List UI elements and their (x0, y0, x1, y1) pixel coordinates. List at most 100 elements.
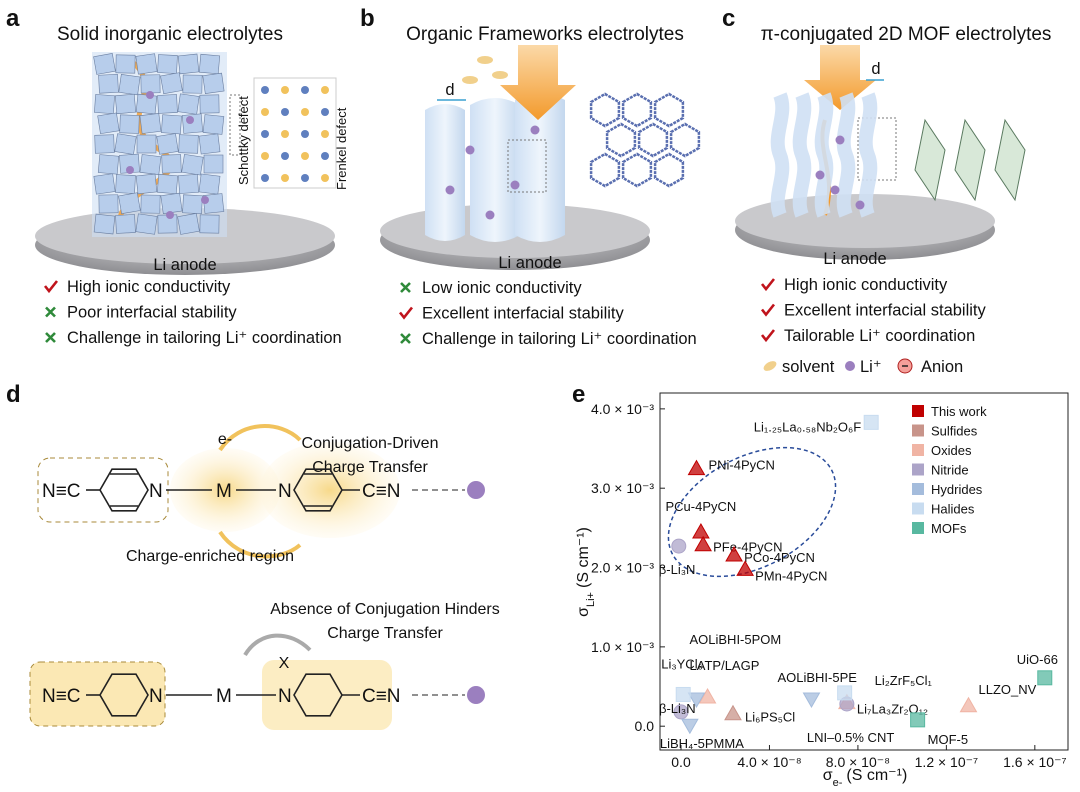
crystal-block (178, 174, 199, 194)
highlight-ellipse (667, 446, 837, 578)
double-bond (110, 473, 138, 507)
ion (166, 211, 174, 219)
ion (815, 170, 825, 180)
lattice-atom (261, 108, 269, 116)
crystal-block (178, 134, 199, 154)
ion (201, 196, 209, 204)
crystal-block (139, 113, 162, 134)
crystal-block (181, 113, 204, 134)
data-point (959, 696, 978, 713)
ion (485, 210, 495, 220)
legend-swatch (912, 502, 924, 515)
crystal-block (199, 94, 220, 114)
crystal-block (202, 114, 225, 135)
framework-pore (637, 122, 669, 158)
y-tick-label: 1.0 × 10⁻³ (591, 639, 654, 655)
x-tick-label: 8.0 × 10⁻⁸ (826, 754, 890, 770)
crystal-block (97, 154, 120, 175)
bullet-text: High ionic conductivity (67, 278, 231, 296)
ion (855, 200, 865, 210)
lattice-atom (301, 130, 309, 138)
ion (146, 91, 154, 99)
crystal-block (98, 194, 119, 214)
crystal-block (135, 53, 158, 75)
lattice-atom (261, 130, 269, 138)
panel-title: Organic Frameworks electrolytes (406, 24, 684, 45)
check-icon (760, 329, 776, 343)
illustration-a (35, 52, 337, 275)
data-point (1037, 670, 1053, 686)
ring (293, 673, 343, 717)
layer (792, 92, 812, 218)
data-point (725, 546, 743, 562)
data-point (680, 718, 699, 735)
solvent (462, 76, 478, 84)
check-icon (398, 306, 414, 320)
crystal-block (118, 192, 141, 215)
cross-icon (45, 306, 56, 318)
crystal-block (94, 134, 115, 154)
legend-swatch (912, 424, 924, 437)
legend-swatch (912, 483, 924, 495)
illustration-b (380, 45, 701, 270)
point-label: PCu-4PyCN (666, 499, 737, 514)
crystal-block (97, 112, 120, 135)
axis-subscript: Li+ (585, 592, 597, 607)
crystal-block (203, 154, 224, 174)
framework-pore (605, 122, 637, 158)
atom: M (216, 686, 232, 707)
anode-label: Li anode (153, 256, 216, 274)
layer (858, 92, 878, 218)
ion (530, 125, 540, 135)
panel-letter: a (6, 5, 20, 32)
ion (126, 166, 134, 174)
electron-label: e- (218, 431, 232, 448)
crystal-block (198, 53, 221, 75)
point-label: Li₆PS₅Cl (745, 710, 795, 725)
lattice-atom (321, 130, 329, 138)
y-tick-label: 2.0 × 10⁻³ (591, 560, 654, 576)
data-point (694, 535, 712, 552)
blocked-mark: X (279, 655, 290, 672)
legend-label: MOFs (931, 521, 967, 536)
point-label: Li₃YCl₆ (661, 656, 703, 671)
legend-label: Nitride (931, 463, 969, 478)
key-label: solvent (782, 358, 835, 376)
crystal-block (156, 133, 179, 155)
crystal-block (115, 214, 136, 234)
atom: N (278, 686, 292, 707)
layer (770, 92, 790, 218)
data-point (802, 692, 821, 709)
solvent (492, 71, 508, 79)
point-label: UiO-66 (1017, 652, 1058, 667)
spacing-label: d (445, 81, 454, 99)
y-tick-label: 0.0 (635, 718, 655, 734)
data-point (671, 538, 687, 554)
point-label: PFe-4PyCN (713, 540, 782, 555)
crystal-block (160, 192, 183, 214)
crystal-block (160, 72, 183, 95)
data-point (837, 685, 853, 701)
spacing-label: d (871, 60, 880, 78)
atom: N≡C (42, 481, 81, 502)
crystal-block (93, 213, 116, 235)
crystal-block (136, 134, 157, 154)
crystal-block (114, 93, 137, 115)
ion (467, 686, 485, 704)
mof-sheet (954, 118, 986, 202)
data-point (863, 414, 879, 430)
lattice-atom (321, 174, 329, 182)
panel-letter: b (360, 5, 375, 32)
lattice-atom (281, 130, 289, 138)
data-point (687, 459, 706, 476)
crystal-block (135, 213, 158, 235)
x-tick-label: 1.2 × 10⁻⁷ (915, 754, 978, 770)
ion (830, 185, 840, 195)
x-axis-label: σe- (S cm⁻¹) (823, 767, 908, 787)
framework-pore (653, 152, 685, 188)
lattice-atom (281, 174, 289, 182)
lattice-atom (321, 152, 329, 160)
crystal-block (177, 93, 200, 115)
caption: Absence of Conjugation Hinders (270, 601, 499, 618)
mof-sheet (994, 118, 1026, 202)
